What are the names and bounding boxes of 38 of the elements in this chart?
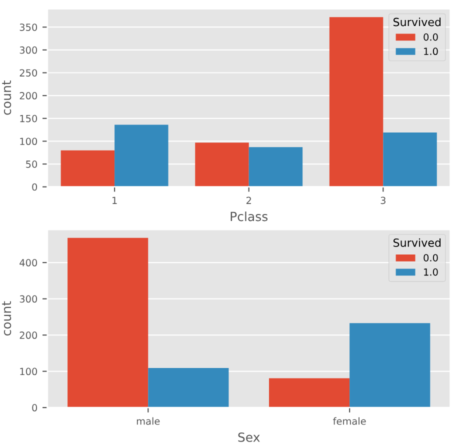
- y-tick-label: 50: [26, 160, 38, 168]
- y-tick-label: 0: [32, 183, 38, 191]
- y-tick-label: 300: [20, 46, 38, 54]
- y-tick-label: 400: [20, 259, 38, 266]
- bar: [248, 147, 303, 187]
- bar: [60, 150, 115, 187]
- x-tick-label: 3: [380, 196, 386, 204]
- legend-label: 1.0: [424, 48, 438, 56]
- y-tick-label: 250: [20, 69, 38, 77]
- y-tick-label: 150: [20, 114, 38, 122]
- bar: [383, 132, 437, 187]
- bar: [114, 124, 168, 187]
- y-tick-label: 100: [20, 138, 38, 146]
- x-tick-label: 2: [246, 196, 251, 204]
- legend-label: 1.0: [424, 268, 438, 276]
- legend-title: Survived: [393, 238, 441, 247]
- bar: [329, 17, 384, 187]
- bar: [268, 378, 350, 408]
- legend-title: Survived: [393, 18, 441, 26]
- x-axis-title: Pclass: [230, 212, 268, 222]
- x-tick-label: female: [333, 417, 366, 425]
- legend-label: 0.0: [424, 33, 438, 41]
- x-axis-title: Sex: [238, 432, 260, 442]
- y-axis-title: count: [2, 301, 12, 336]
- x-tick-label: male: [136, 417, 160, 425]
- y-tick-label: 0: [32, 404, 38, 412]
- y-tick-label: 200: [20, 92, 38, 100]
- legend-label: 0.0: [424, 254, 438, 262]
- y-axis-title: count: [2, 80, 12, 115]
- x-tick-label: 1: [112, 196, 117, 204]
- bar: [148, 368, 229, 408]
- y-tick-label: 300: [20, 295, 38, 303]
- y-tick-label: 350: [20, 24, 38, 31]
- y-tick-label: 100: [20, 368, 38, 376]
- bar: [195, 142, 249, 187]
- bar: [350, 323, 430, 408]
- bar: [68, 238, 148, 408]
- y-tick-label: 200: [20, 332, 38, 339]
